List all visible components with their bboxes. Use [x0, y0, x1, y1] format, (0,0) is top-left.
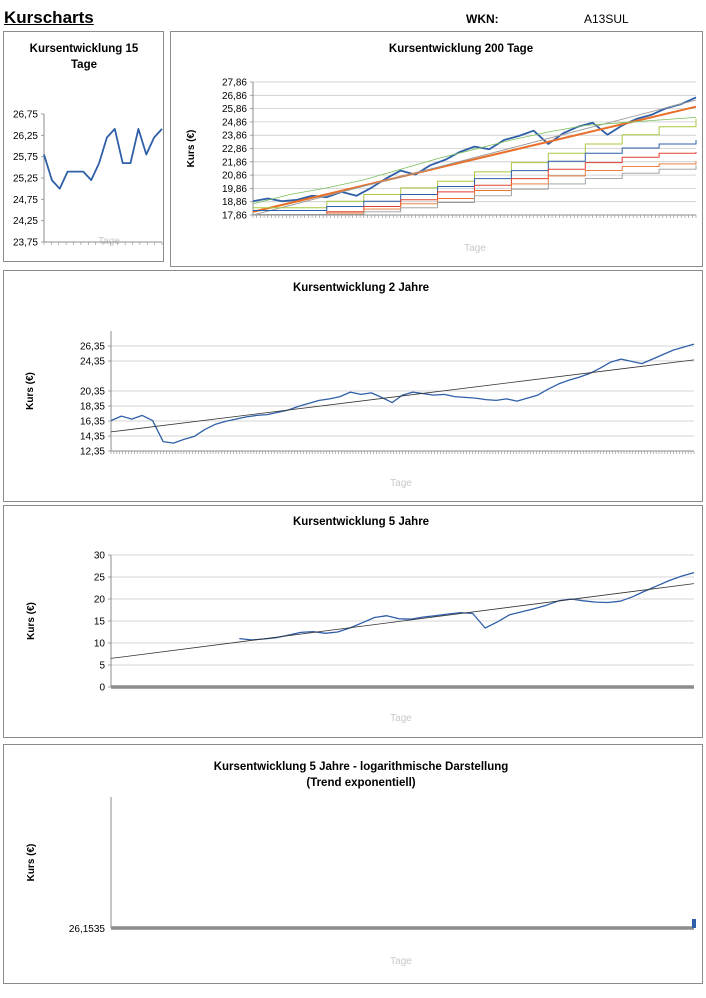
x-axis-label: Tage: [390, 956, 412, 967]
chart-title: Kursentwicklung 5 Jahre - logarithmische…: [214, 761, 509, 773]
trend-line: [252, 99, 697, 216]
chart-15-days: Kursentwicklung 15TageTage26,7526,2525,7…: [13, 43, 163, 249]
y-tick-label: 16,35: [80, 417, 105, 428]
series-line: [252, 96, 697, 203]
x-axis-label: Tage: [390, 478, 412, 489]
chart-panel-15-days: Kursentwicklung 15 Tage Tage 26,75 26,25 25,7…: [3, 31, 164, 262]
y-tick-label: 23,75: [13, 238, 38, 249]
y-tick-label: 5: [99, 661, 105, 672]
chart-panel-5-years-log: Kursentwicklung 5 Jahre - logarithmische…: [3, 744, 703, 984]
series-line: [253, 118, 697, 209]
y-tick-label: 22,86: [222, 144, 247, 155]
chart-title: Kursentwicklung 5 Jahre: [293, 516, 429, 528]
y-tick-label: 25,75: [13, 152, 38, 163]
series-line: [253, 152, 697, 215]
page-title: Kurscharts: [4, 8, 94, 27]
y-axis-label: Kurs (€): [186, 130, 197, 168]
data-point: [692, 919, 696, 928]
chart-5-years-log: Kursentwicklung 5 Jahre - logarithmische…: [26, 761, 696, 967]
chart-2-years: Kursentwicklung 2 Jahre Kurs (€) Tage 26,35…: [25, 282, 695, 489]
y-tick-label: 15: [94, 617, 106, 628]
y-tick-label: 27,86: [222, 78, 247, 89]
series-line: [43, 128, 163, 190]
y-tick-label: 25,86: [222, 104, 247, 115]
y-tick-label: 12,35: [80, 447, 105, 458]
y-tick-label: 17,86: [222, 211, 247, 222]
y-tick-label: 25: [94, 573, 106, 584]
y-tick-label: 23,86: [222, 131, 247, 142]
series-line: [253, 165, 697, 215]
y-tick-label: 24,75: [13, 195, 38, 206]
y-tick-label: 26,25: [13, 131, 38, 142]
series-line: [110, 343, 695, 444]
series-line: [253, 161, 697, 215]
series-line: [252, 117, 697, 205]
series-line: [253, 140, 697, 211]
y-tick-label: 26,35: [80, 342, 105, 353]
y-tick-label: 20,35: [80, 387, 105, 398]
y-tick-label: 26,86: [222, 91, 247, 102]
x-axis-label: Tage: [464, 243, 486, 254]
trend-line: [252, 105, 697, 213]
y-tick-label: 19,86: [222, 184, 247, 195]
y-axis-label: Kurs (€): [26, 602, 37, 640]
y-tick-label: 10: [94, 639, 106, 650]
y-tick-label: 20,86: [222, 171, 247, 182]
chart-title: Tage: [71, 59, 97, 71]
y-tick-label: 21,86: [222, 157, 247, 168]
chart-title: Kursentwicklung 200 Tage: [389, 43, 533, 55]
wkn-label: WKN:: [466, 12, 499, 26]
chart-title: Kursentwicklung 15: [30, 43, 139, 55]
chart-5-years: Kursentwicklung 5 Jahre Kurs (€) Tage 30 25 2…: [26, 516, 695, 724]
y-tick-label: 24,86: [222, 117, 247, 128]
series-line: [239, 571, 695, 641]
chart-200-days: Kursentwicklung 200 Tage Kurs (€) Tage 27,8…: [186, 43, 697, 254]
y-tick-label: 26,75: [13, 110, 38, 121]
y-tick-label: 24,35: [80, 357, 105, 368]
chart-title: (Trend exponentiell): [306, 777, 415, 789]
y-axis-label: Kurs (€): [26, 844, 37, 882]
trend-line: [110, 359, 695, 433]
y-tick-label: 26,1535: [69, 924, 106, 935]
y-axis-label: Kurs (€): [25, 372, 36, 410]
chart-panel-2-years: Kursentwicklung 2 Jahre Kurs (€) Tage 26,35…: [3, 270, 703, 502]
y-tick-label: 18,86: [222, 197, 247, 208]
chart-panel-5-years: Kursentwicklung 5 Jahre Kurs (€) Tage 30 25 2…: [3, 505, 703, 738]
y-tick-label: 18,35: [80, 402, 105, 413]
trend-line: [110, 583, 695, 659]
y-tick-label: 14,35: [80, 432, 105, 443]
wkn-value: A13SUL: [584, 12, 629, 26]
y-tick-label: 24,25: [13, 216, 38, 227]
y-tick-label: 0: [99, 683, 105, 694]
chart-title: Kursentwicklung 2 Jahre: [293, 282, 429, 294]
y-tick-label: 30: [94, 551, 106, 562]
y-tick-label: 25,25: [13, 174, 38, 185]
x-axis-label: Tage: [390, 713, 412, 724]
chart-panel-200-days: Kursentwicklung 200 Tage Kurs (€) Tage 27,8…: [170, 31, 703, 267]
y-tick-label: 20: [94, 595, 106, 606]
